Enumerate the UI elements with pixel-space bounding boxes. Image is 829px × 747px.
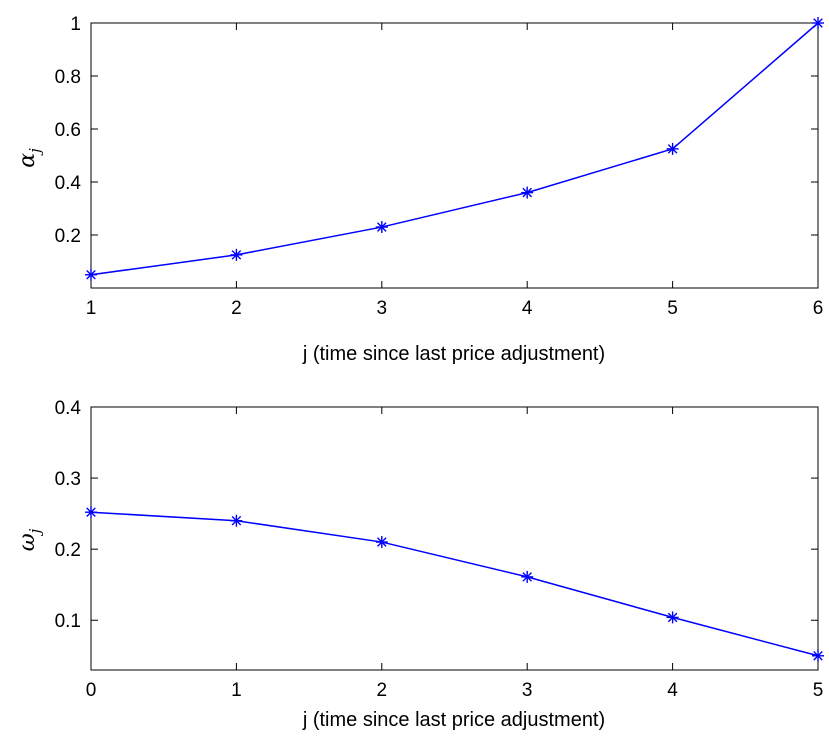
x-tick-label: 3 — [377, 298, 388, 319]
svg-text:ωj: ωj — [15, 528, 44, 551]
x-tick-label: 2 — [231, 298, 242, 319]
x-tick-label: 1 — [231, 680, 242, 701]
x-tick-label: 4 — [667, 680, 678, 701]
x-tick-label: 4 — [522, 298, 533, 319]
y-tick-label: 0.6 — [55, 120, 81, 141]
x-tick-label: 5 — [813, 680, 824, 701]
y-axis-subscript-alpha: j — [26, 148, 44, 156]
data-point-marker — [230, 248, 243, 261]
y-tick-label: 0.8 — [55, 67, 81, 88]
series-alpha — [85, 17, 824, 281]
x-tick-label: 5 — [667, 298, 678, 319]
x-tick-label: 0 — [86, 680, 97, 701]
y-axis-subscript-omega: j — [26, 528, 44, 536]
plot-area-alpha — [90, 22, 819, 289]
data-point-marker — [521, 186, 534, 199]
y-tick-label: 0.2 — [55, 226, 81, 247]
x-axis-label-alpha: j (time since last price adjustment) — [302, 343, 605, 365]
x-tick-label: 2 — [377, 680, 388, 701]
ticks-omega: 0 1 2 3 4 5 0.1 0.2 0.3 0.4 — [55, 398, 824, 701]
chart-omega: 0 1 2 3 4 5 0.1 0.2 0.3 0.4 j (time since last pr… — [15, 398, 824, 731]
x-axis-label-omega: j (time since last price adjustment) — [302, 709, 605, 731]
ticks-alpha: 1 2 3 4 5 6 0.2 0.4 0.6 0.8 1 — [55, 14, 824, 319]
series-line-alpha — [90, 22, 819, 276]
y-tick-label: 1 — [70, 14, 81, 35]
data-point-marker — [666, 611, 679, 624]
chart-alpha: 1 2 3 4 5 6 0.2 0.4 0.6 0.8 1 j (time since last p… — [15, 14, 824, 365]
x-tick-label: 6 — [813, 298, 824, 319]
x-tick-label: 3 — [522, 680, 533, 701]
y-tick-label: 0.4 — [55, 173, 82, 194]
data-point-marker — [230, 514, 243, 527]
data-point-marker — [666, 142, 679, 155]
y-tick-label: 0.3 — [55, 469, 81, 490]
series-line-omega — [90, 511, 819, 657]
y-axis-symbol-alpha: α — [15, 153, 40, 168]
data-point-marker — [85, 268, 97, 281]
y-tick-label: 0.1 — [55, 611, 81, 632]
data-point-marker — [812, 17, 824, 29]
y-axis-symbol-omega: ω — [15, 533, 40, 551]
data-point-marker — [375, 221, 388, 234]
y-tick-label: 0.2 — [55, 540, 81, 561]
data-point-marker — [375, 536, 388, 549]
svg-text:αj: αj — [15, 148, 44, 168]
x-tick-label: 1 — [86, 298, 97, 319]
data-point-marker — [85, 506, 97, 519]
plot-area-omega — [90, 406, 819, 671]
data-point-marker — [521, 570, 534, 583]
y-axis-label-omega: ωj — [15, 528, 44, 551]
series-omega — [85, 506, 824, 662]
data-point-marker — [812, 649, 824, 662]
y-tick-label: 0.4 — [55, 398, 82, 419]
y-axis-label-alpha: αj — [15, 148, 44, 168]
